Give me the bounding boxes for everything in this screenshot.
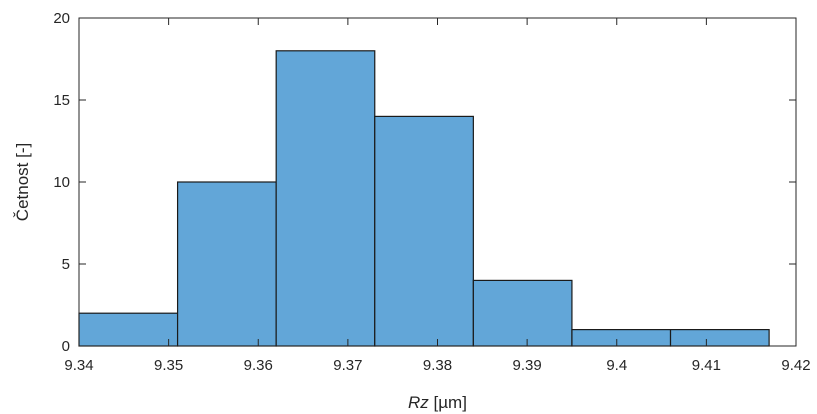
x-axis-label: Rz [µm]: [408, 393, 467, 412]
histogram-bar: [472, 279, 573, 347]
x-axis-label-variable: Rz: [408, 393, 429, 412]
x-tick-label: 9.34: [64, 357, 93, 374]
x-tick-label: 9.41: [692, 357, 721, 374]
x-tick-label: 9.39: [513, 357, 542, 374]
y-tick-label: 10: [53, 174, 70, 191]
x-tick-label: 9.38: [423, 357, 452, 374]
histogram-bar: [176, 181, 277, 347]
y-tick-label: 0: [62, 338, 70, 355]
y-tick-label: 20: [53, 10, 70, 27]
x-tick-label: 9.35: [154, 357, 183, 374]
x-tick-label: 9.42: [781, 357, 810, 374]
x-axis-label-unit: [µm]: [429, 393, 467, 412]
x-tick-label: 9.37: [333, 357, 362, 374]
histogram-bar: [275, 50, 376, 347]
histogram-bar: [78, 312, 179, 347]
ticks-layer: 9.34 9.35 9.36 9.37 9.38 9.39 9.4 9.41 9.42 0 5 10 1…: [53, 10, 810, 374]
y-tick-label: 15: [53, 92, 70, 109]
y-tick-label: 5: [62, 256, 70, 273]
bars-layer: [78, 50, 770, 347]
histogram-bar: [571, 329, 672, 347]
histogram-bar: [669, 329, 770, 347]
labels-layer: Četnost [-] Rz [µm]: [13, 143, 467, 412]
x-tick-label: 9.4: [606, 357, 627, 374]
x-tick-label: 9.36: [244, 357, 273, 374]
y-axis-label: Četnost [-]: [13, 143, 32, 221]
histogram-bar: [374, 115, 474, 347]
